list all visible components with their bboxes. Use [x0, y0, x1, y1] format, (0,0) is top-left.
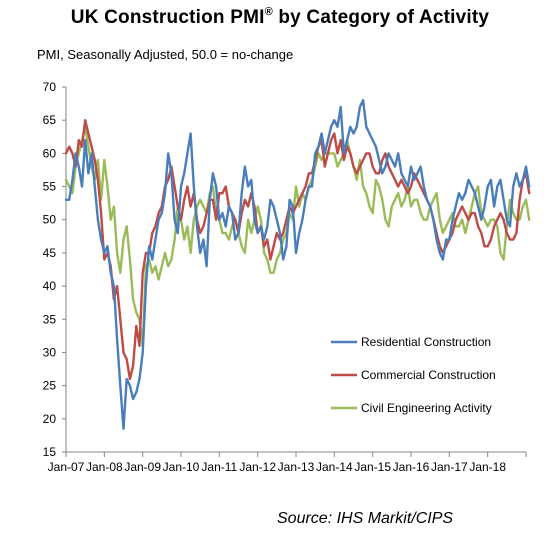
y-tick-label: 20: [43, 412, 57, 426]
series-line-commercial-construction: [64, 118, 531, 381]
x-tick-label: Jan-17: [431, 460, 468, 474]
legend-entry: Civil Engineering Activity: [361, 401, 492, 415]
y-tick-label: 30: [43, 345, 57, 359]
y-tick-label: 45: [43, 246, 57, 260]
y-tick-label: 55: [43, 180, 57, 194]
x-tick-label: Jan-10: [163, 460, 200, 474]
x-tick-label: Jan-13: [278, 460, 315, 474]
y-tick-label: 65: [43, 113, 57, 127]
y-tick-label: 40: [43, 279, 57, 293]
x-tick-label: Jan-09: [124, 460, 161, 474]
x-tick-label: Jan-12: [239, 460, 276, 474]
series-lines: [64, 99, 531, 430]
x-tick-label: Jan-15: [354, 460, 391, 474]
legend-entry: Residential Construction: [361, 335, 491, 349]
series-line-residential-construction: [64, 99, 531, 430]
y-tick-label: 15: [43, 445, 57, 459]
x-tick-label: Jan-07: [48, 460, 85, 474]
chart-title: UK Construction PMI® by Category of Acti…: [70, 6, 490, 28]
x-tick-label: Jan-08: [86, 460, 123, 474]
legend-entry: Commercial Construction: [361, 368, 496, 382]
source-note: Source: IHS Markit/CIPS: [277, 510, 454, 527]
legend: Residential Construction Commercial Const…: [331, 335, 496, 415]
y-tick-label: 50: [43, 213, 57, 227]
y-tick-label: 70: [43, 80, 57, 94]
x-tick-label: Jan-14: [316, 460, 353, 474]
x-tick-label: Jan-11: [201, 460, 237, 474]
x-tick-label: Jan-16: [393, 460, 430, 474]
x-tick-label: Jan-18: [469, 460, 506, 474]
y-tick-label: 35: [43, 312, 57, 326]
y-tick-label: 25: [43, 379, 57, 393]
y-axis-label: PMI, Seasonally Adjusted, 50.0 = no-chan…: [37, 47, 294, 62]
y-tick-label: 60: [43, 146, 57, 160]
